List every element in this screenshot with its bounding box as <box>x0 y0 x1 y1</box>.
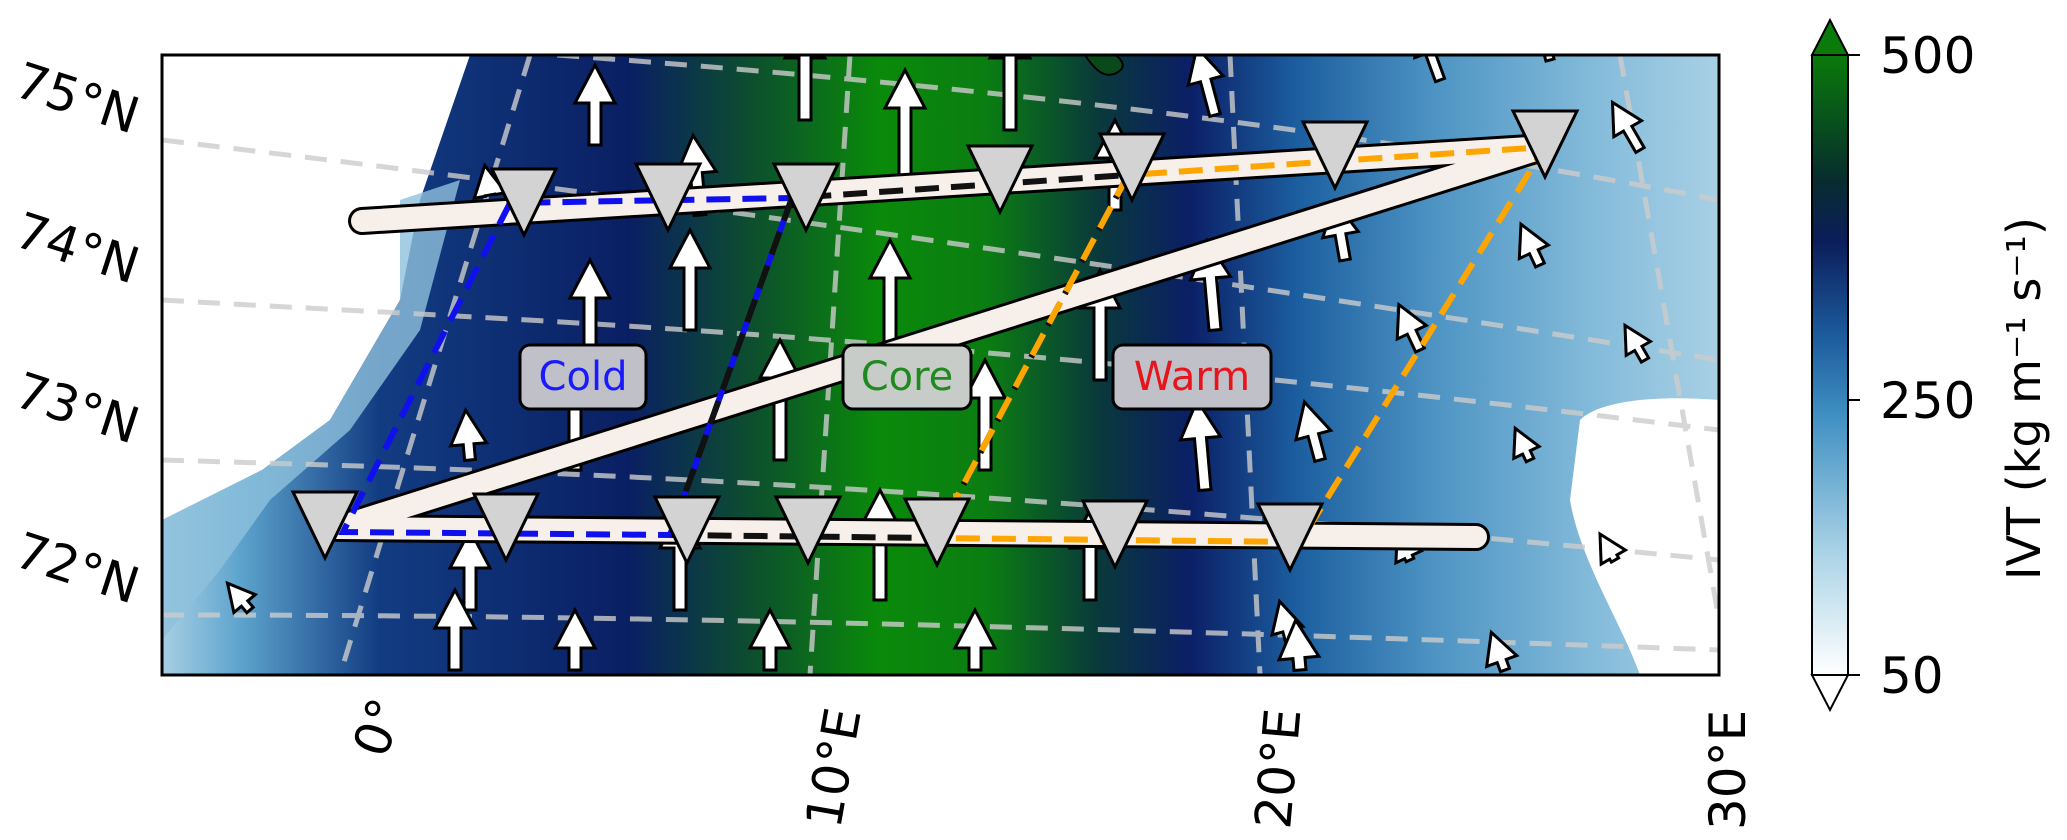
colorbar-tick-50: 50 <box>1880 647 1944 705</box>
latitude-labels: 75°N 74°N 73°N 72°N <box>8 51 146 615</box>
lon-label-0: 0° <box>342 691 416 764</box>
ivt-arrow <box>567 256 613 352</box>
nodata-region-east <box>1570 398 1719 675</box>
ivt-arrow <box>782 55 828 122</box>
dropsonde-marker <box>773 495 843 567</box>
ivt-arrow <box>1512 425 1543 464</box>
colorbar-label: IVT (kg m⁻¹ s⁻¹) <box>1997 217 2051 580</box>
ivt-arrow <box>1186 55 1226 119</box>
lon-label-20e: 20°E <box>1244 706 1312 831</box>
lon-label-10e: 10°E <box>795 704 873 832</box>
coastline-north <box>1083 55 1124 76</box>
dropsonde-marker <box>771 162 841 234</box>
ivt-arrow <box>432 586 478 672</box>
lat-label-75: 75°N <box>8 51 146 145</box>
lat-label-73: 73°N <box>8 361 146 455</box>
ivt-arrow <box>952 606 998 672</box>
dropsonde-marker <box>652 495 722 567</box>
longitude-labels: 0° 10°E 20°E 30°E <box>342 691 1757 832</box>
ivt-arrow <box>987 55 1033 132</box>
svg-text:Cold: Cold <box>539 354 628 400</box>
ivt-arrow <box>747 606 793 672</box>
graticule <box>162 55 1719 675</box>
colorbar-extend-bottom <box>1810 674 1850 713</box>
ivt-arrow <box>962 356 1008 472</box>
colorbar: 500 250 50 IVT (kg m⁻¹ s⁻¹) <box>1810 17 2051 713</box>
ivt-arrow <box>1530 55 1563 63</box>
ivt-arrow <box>225 580 259 616</box>
colorbar-extend-top <box>1810 17 1850 56</box>
dropsonde-marker <box>633 162 703 234</box>
ivt-arrow <box>448 406 490 463</box>
ivt-arrow <box>1517 221 1552 270</box>
ivt-arrow <box>1276 616 1322 673</box>
map-frame <box>160 53 1721 677</box>
cold-box-outline <box>338 194 797 539</box>
ivt-arrow <box>552 606 598 672</box>
dropsonde-marker <box>1097 132 1167 204</box>
dropsonde-marker <box>1510 109 1580 181</box>
ivt-arrow <box>447 526 493 612</box>
lon-label-30e: 30°E <box>1699 710 1757 830</box>
ivt-arrow <box>1178 397 1223 493</box>
lat-label-74: 74°N <box>8 201 146 295</box>
dropsonde-marker <box>1300 120 1370 192</box>
ivt-arrow <box>1610 99 1647 155</box>
dropsonde-marker <box>471 492 541 564</box>
dropsonde-marker <box>489 167 559 239</box>
dropsonde-markers <box>290 109 1580 574</box>
dropsonde-marker <box>290 490 360 562</box>
dropsonde-marker <box>1080 499 1150 571</box>
region-label-warm: Warm <box>1111 343 1273 411</box>
svg-text:Core: Core <box>861 354 954 400</box>
ivt-arrow <box>1293 398 1334 464</box>
nodata-region-west <box>162 55 470 520</box>
region-label-cold: Cold <box>518 343 648 411</box>
ivt-arrow <box>1484 629 1520 674</box>
ivt-arrow <box>667 226 713 332</box>
ivt-arrow <box>1598 531 1629 567</box>
dropsonde-marker <box>902 497 972 569</box>
svg-text:Warm: Warm <box>1134 354 1250 400</box>
lat-label-72: 72°N <box>8 521 146 615</box>
colorbar-tick-500: 500 <box>1880 27 1975 85</box>
ivt-arrow <box>1413 55 1448 84</box>
colorbar-ramp <box>1811 54 1849 676</box>
ivt-arrow <box>572 61 618 147</box>
region-label-core: Core <box>841 343 973 411</box>
dropsonde-marker <box>965 144 1035 216</box>
ivt-arrow <box>1623 322 1654 365</box>
colorbar-tick-250: 250 <box>1880 372 1975 430</box>
dropsonde-marker <box>1255 502 1325 574</box>
map-panel: Cold Core Warm <box>162 55 1719 675</box>
shelf-shading-west <box>162 180 460 640</box>
